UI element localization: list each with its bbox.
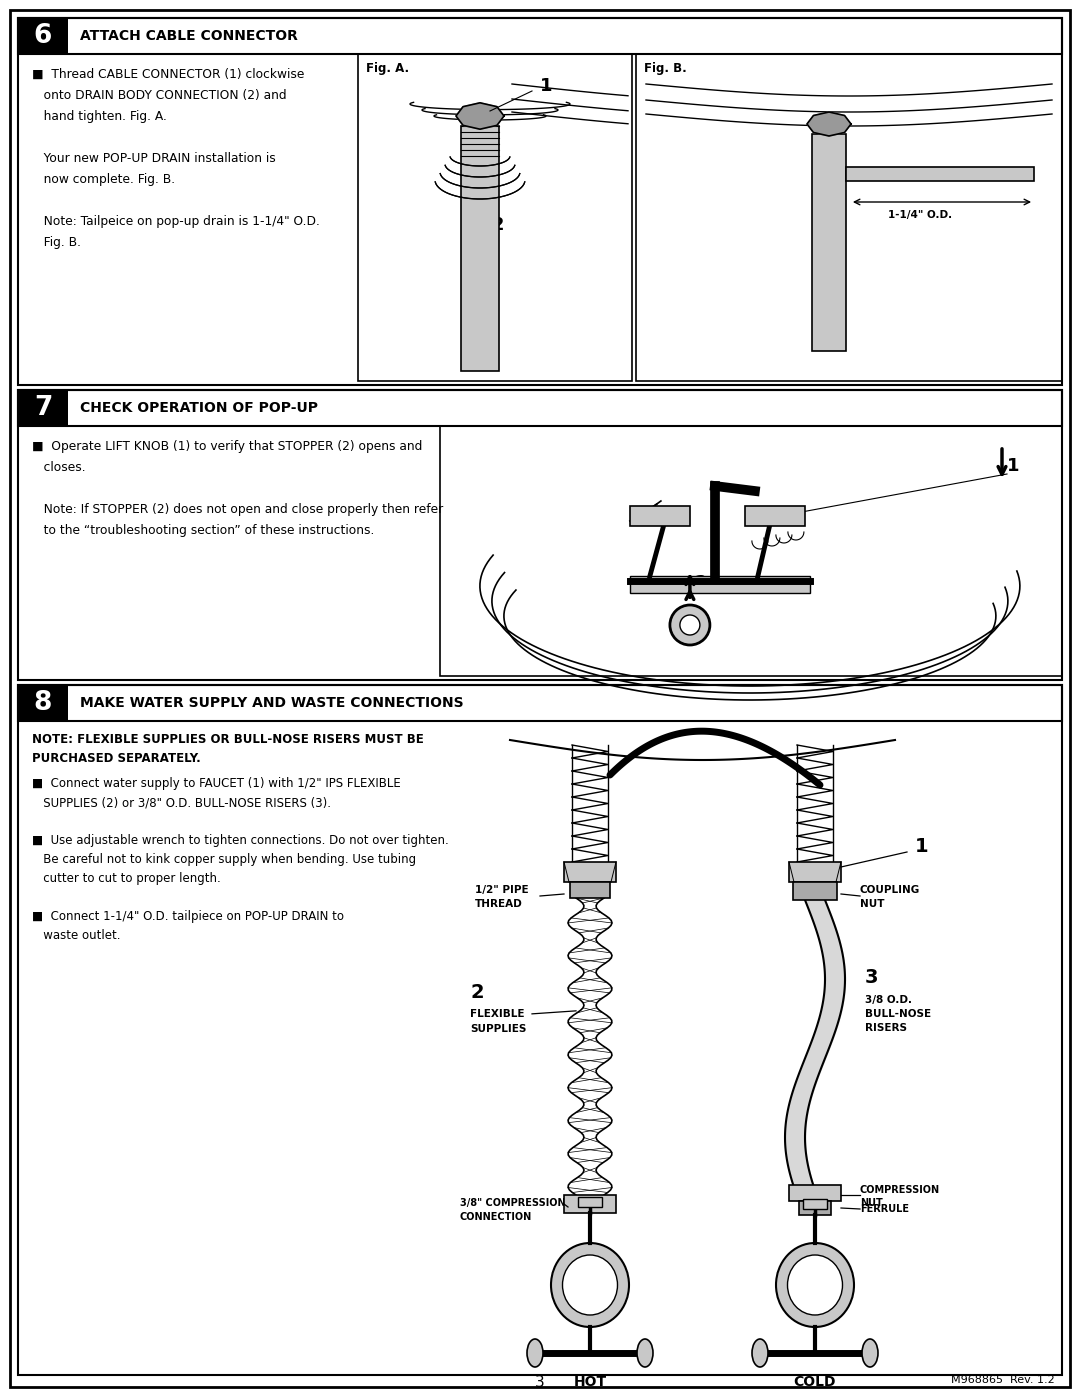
Ellipse shape xyxy=(752,1338,768,1368)
FancyBboxPatch shape xyxy=(564,1194,616,1213)
Text: PURCHASED SEPARATELY.: PURCHASED SEPARATELY. xyxy=(32,752,201,766)
FancyBboxPatch shape xyxy=(570,882,610,898)
Text: FLEXIBLE: FLEXIBLE xyxy=(470,1009,525,1018)
FancyBboxPatch shape xyxy=(799,1201,831,1215)
Text: Note: If STOPPER (2) does not open and close properly then refer: Note: If STOPPER (2) does not open and c… xyxy=(32,503,443,515)
Text: Your new POP-UP DRAIN installation is: Your new POP-UP DRAIN installation is xyxy=(32,152,275,165)
Text: RISERS: RISERS xyxy=(865,1023,907,1032)
Text: 2: 2 xyxy=(492,217,504,235)
Text: Fig. A.: Fig. A. xyxy=(366,61,409,75)
Text: now complete. Fig. B.: now complete. Fig. B. xyxy=(32,173,175,186)
Text: MAKE WATER SUPPLY AND WASTE CONNECTIONS: MAKE WATER SUPPLY AND WASTE CONNECTIONS xyxy=(80,696,463,710)
Text: ■  Connect 1-1/4" O.D. tailpiece on POP-UP DRAIN to: ■ Connect 1-1/4" O.D. tailpiece on POP-U… xyxy=(32,909,345,923)
Text: NUT: NUT xyxy=(860,1199,882,1208)
FancyBboxPatch shape xyxy=(745,506,805,527)
Text: ■  Operate LIFT KNOB (1) to verify that STOPPER (2) opens and: ■ Operate LIFT KNOB (1) to verify that S… xyxy=(32,440,422,453)
Text: CHECK OPERATION OF POP-UP: CHECK OPERATION OF POP-UP xyxy=(80,401,318,415)
Text: onto DRAIN BODY CONNECTION (2) and: onto DRAIN BODY CONNECTION (2) and xyxy=(32,89,286,102)
Text: ■  Connect water supply to FAUCET (1) with 1/2" IPS FLEXIBLE: ■ Connect water supply to FAUCET (1) wit… xyxy=(32,777,401,789)
Text: COMPRESSION: COMPRESSION xyxy=(860,1185,940,1194)
Text: COLD: COLD xyxy=(794,1375,836,1389)
Text: Be careful not to kink copper supply when bending. Use tubing: Be careful not to kink copper supply whe… xyxy=(32,854,416,866)
Circle shape xyxy=(680,615,700,636)
FancyBboxPatch shape xyxy=(789,1185,841,1201)
Text: Note: Tailpeice on pop-up drain is 1-1/4" O.D.: Note: Tailpeice on pop-up drain is 1-1/4… xyxy=(32,215,320,228)
FancyBboxPatch shape xyxy=(461,126,499,372)
Text: Fig. B.: Fig. B. xyxy=(32,236,81,249)
Text: 1: 1 xyxy=(540,77,553,95)
Text: NUT: NUT xyxy=(860,900,885,909)
Ellipse shape xyxy=(551,1243,629,1327)
Text: M968865  Rev. 1.2: M968865 Rev. 1.2 xyxy=(951,1375,1055,1384)
FancyBboxPatch shape xyxy=(630,576,810,592)
Polygon shape xyxy=(456,103,504,129)
Text: FERRULE: FERRULE xyxy=(860,1204,909,1214)
FancyBboxPatch shape xyxy=(578,1197,602,1207)
Text: SUPPLIES: SUPPLIES xyxy=(470,1024,526,1034)
FancyBboxPatch shape xyxy=(18,685,68,721)
FancyBboxPatch shape xyxy=(812,134,846,351)
Text: cutter to cut to proper length.: cutter to cut to proper length. xyxy=(32,872,220,886)
Ellipse shape xyxy=(777,1243,854,1327)
Text: COUPLING: COUPLING xyxy=(860,886,920,895)
FancyBboxPatch shape xyxy=(564,862,616,882)
Ellipse shape xyxy=(527,1338,543,1368)
FancyBboxPatch shape xyxy=(18,18,68,54)
Text: 6: 6 xyxy=(33,22,52,49)
Text: Fig. B.: Fig. B. xyxy=(644,61,687,75)
Ellipse shape xyxy=(563,1255,618,1315)
Text: waste outlet.: waste outlet. xyxy=(32,929,121,942)
FancyBboxPatch shape xyxy=(630,506,690,527)
Text: HOT: HOT xyxy=(573,1375,607,1389)
Circle shape xyxy=(670,605,710,645)
Text: 3: 3 xyxy=(535,1375,545,1390)
Ellipse shape xyxy=(862,1338,878,1368)
Text: ■  Use adjustable wrench to tighten connections. Do not over tighten.: ■ Use adjustable wrench to tighten conne… xyxy=(32,834,449,847)
Text: NOTE: FLEXIBLE SUPPLIES OR BULL-NOSE RISERS MUST BE: NOTE: FLEXIBLE SUPPLIES OR BULL-NOSE RIS… xyxy=(32,733,423,746)
Text: THREAD: THREAD xyxy=(475,900,523,909)
Text: 1: 1 xyxy=(1007,457,1020,475)
Polygon shape xyxy=(807,112,851,136)
Text: 1: 1 xyxy=(915,837,929,856)
Text: SUPPLIES (2) or 3/8" O.D. BULL-NOSE RISERS (3).: SUPPLIES (2) or 3/8" O.D. BULL-NOSE RISE… xyxy=(32,796,330,809)
Text: ■  Thread CABLE CONNECTOR (1) clockwise: ■ Thread CABLE CONNECTOR (1) clockwise xyxy=(32,68,305,81)
Text: closes.: closes. xyxy=(32,461,85,474)
Text: hand tighten. Fig. A.: hand tighten. Fig. A. xyxy=(32,110,167,123)
FancyBboxPatch shape xyxy=(18,390,68,426)
Text: 1/2" PIPE: 1/2" PIPE xyxy=(475,886,528,895)
FancyBboxPatch shape xyxy=(793,882,837,900)
Text: 3/8" COMPRESSION: 3/8" COMPRESSION xyxy=(460,1199,566,1208)
Ellipse shape xyxy=(787,1255,842,1315)
Text: 2: 2 xyxy=(694,574,707,592)
Text: BULL-NOSE: BULL-NOSE xyxy=(865,1009,931,1018)
Text: 8: 8 xyxy=(33,690,52,717)
Text: CONNECTION: CONNECTION xyxy=(460,1213,532,1222)
FancyBboxPatch shape xyxy=(846,168,1034,182)
Text: 2: 2 xyxy=(470,983,484,1003)
Text: ATTACH CABLE CONNECTOR: ATTACH CABLE CONNECTOR xyxy=(80,29,298,43)
Text: 3: 3 xyxy=(865,968,878,988)
Text: 7: 7 xyxy=(33,395,52,420)
Text: 1-1/4" O.D.: 1-1/4" O.D. xyxy=(888,210,951,219)
Text: 3/8 O.D.: 3/8 O.D. xyxy=(865,995,912,1004)
FancyBboxPatch shape xyxy=(804,1199,827,1208)
FancyBboxPatch shape xyxy=(789,862,841,882)
Text: to the “troubleshooting section” of these instructions.: to the “troubleshooting section” of thes… xyxy=(32,524,375,536)
Ellipse shape xyxy=(637,1338,653,1368)
